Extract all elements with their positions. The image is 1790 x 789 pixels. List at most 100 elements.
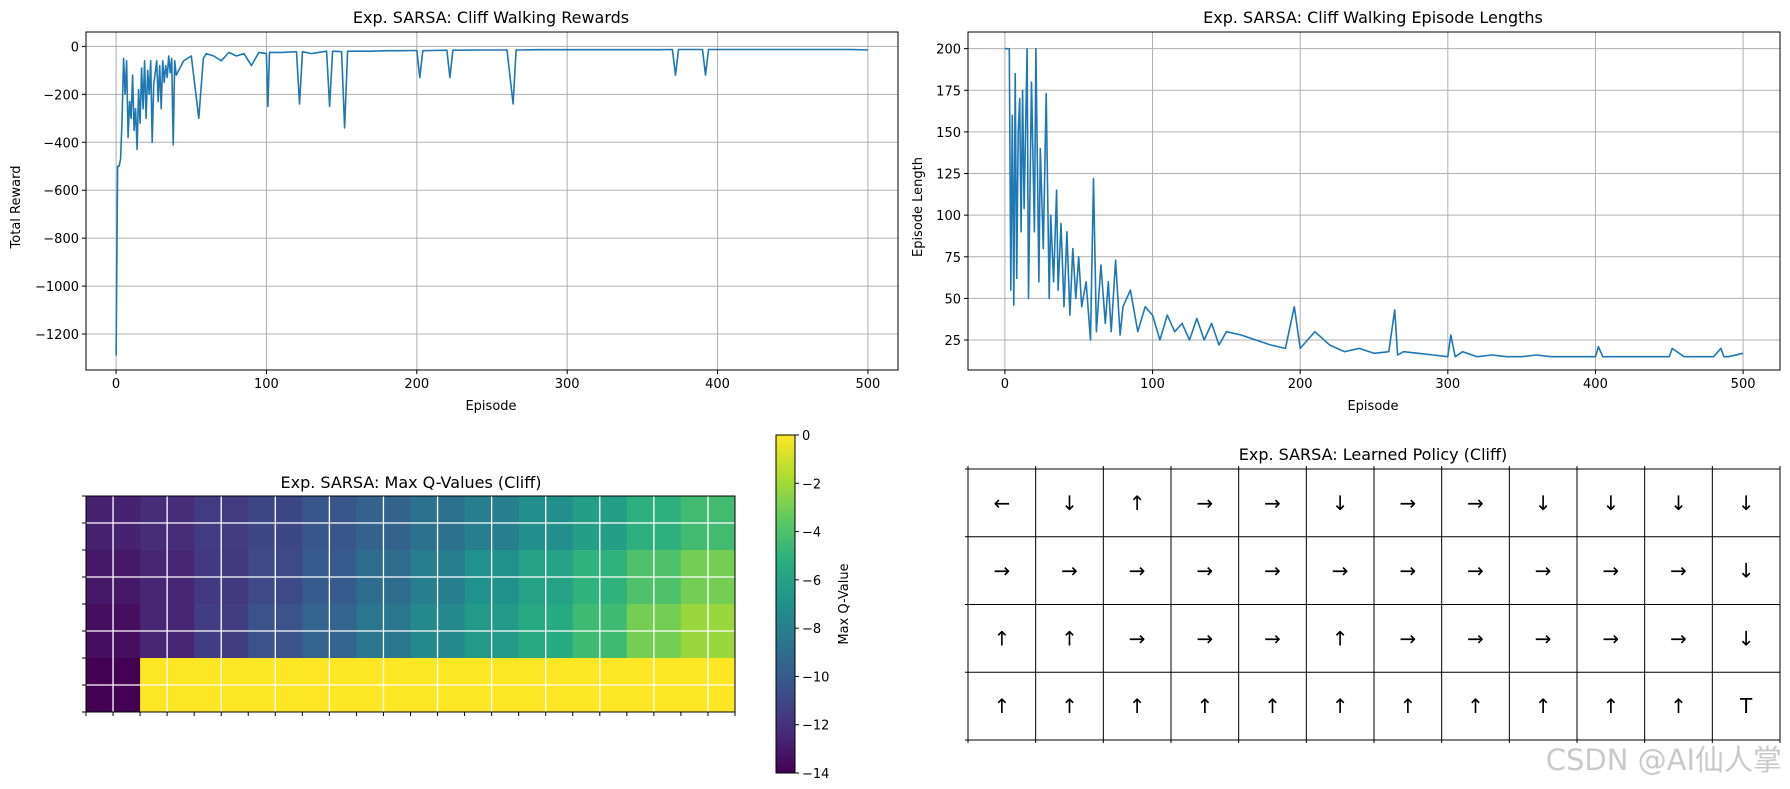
policy-arrow: → (1602, 626, 1619, 650)
lengths-gridlines (968, 32, 1780, 370)
policy-arrow: → (1129, 559, 1146, 583)
policy-arrow: ↑ (1061, 694, 1078, 718)
policy-arrow: ↓ (1602, 491, 1619, 515)
policy-arrow: → (1399, 491, 1416, 515)
lengths-ylabel: Episode Length (911, 157, 926, 257)
colorbar-ticks: 0 −2 −4 −6 −8 −10 −12 −14 (795, 429, 829, 782)
rewards-ticks: 0 100 200 300 400 500 0 −200 −400 −600 −800 −1000 −1… (35, 40, 880, 392)
colorbar-label: Max Q-Value (837, 563, 852, 644)
lengths-title: Exp. SARSA: Cliff Walking Episode Length… (1203, 8, 1543, 27)
rewards-xtick-label: 0 (112, 377, 120, 392)
rewards-xtick-label: 100 (254, 377, 279, 392)
policy-arrow: → (1670, 626, 1687, 650)
lengths-series (1004, 47, 1744, 358)
lengths-line (1004, 47, 1744, 358)
lengths-ytick-label: 200 (936, 43, 961, 58)
policy-arrow: → (1196, 491, 1213, 515)
colorbar-tick-label: −10 (802, 670, 829, 685)
policy-arrow: → (1467, 559, 1484, 583)
policy-arrow: → (1196, 626, 1213, 650)
policy-arrow: → (1399, 559, 1416, 583)
rewards-chart: Exp. SARSA: Cliff Walking Rewards Episod… (9, 8, 899, 414)
policy-arrow: → (1196, 559, 1213, 583)
rewards-ytick-label: −1000 (35, 280, 79, 295)
policy-arrow: → (1264, 559, 1281, 583)
rewards-ytick-label: −400 (43, 136, 79, 151)
policy-arrow: → (1264, 626, 1281, 650)
lengths-ytick-label: 50 (944, 292, 961, 307)
heatmap-title: Exp. SARSA: Max Q-Values (Cliff) (281, 473, 542, 492)
rewards-ytick-label: −800 (43, 232, 79, 247)
policy-arrow: ↑ (1332, 626, 1349, 650)
colorbar-tick-label: −8 (802, 622, 821, 637)
lengths-axes-frame (967, 31, 1781, 371)
lengths-xtick-label: 400 (1583, 377, 1608, 392)
rewards-ylabel: Total Reward (9, 166, 24, 250)
heatmap-cells (86, 496, 736, 713)
policy-arrow: ↑ (1196, 694, 1213, 718)
heatmap-gridlines (86, 496, 735, 712)
rewards-xlabel: Episode (465, 399, 516, 414)
rewards-line (115, 48, 868, 356)
policy-cells: ← ↓ ↑ → → ↓ → → ↓ ↓ ↓ ↓ → → → → → → → → → → → ↓ ↑ ↑ → → → ↑ → → → → → ↓ ↑ ↑ ↑ ↑… (993, 491, 1754, 718)
policy-arrow: → (1535, 559, 1552, 583)
policy-arrow: → (1467, 626, 1484, 650)
colorbar-tick-label: 0 (802, 429, 810, 444)
rewards-ytick-label: −200 (43, 88, 79, 103)
colorbar-tick-label: −4 (802, 526, 821, 541)
policy-arrow: ↓ (1738, 491, 1755, 515)
lengths-ytick-label: 175 (936, 84, 961, 99)
policy-arrow: → (1129, 626, 1146, 650)
heatmap-frame (85, 495, 736, 713)
lengths-xtick-label: 500 (1731, 377, 1756, 392)
policy-arrow: ↓ (1332, 491, 1349, 515)
rewards-ytick-label: −600 (43, 184, 79, 199)
rewards-xtick-label: 300 (555, 377, 580, 392)
lengths-ticks: 0 100 200 300 400 500 25 50 75 100 125 150 175 200 (936, 43, 1755, 392)
policy-gridlines (965, 466, 1781, 743)
policy-arrow: ↑ (1264, 694, 1281, 718)
policy-arrow: ↑ (993, 694, 1010, 718)
lengths-chart: Exp. SARSA: Cliff Walking Episode Length… (911, 8, 1781, 414)
qvalue-heatmap: Exp. SARSA: Max Q-Values (Cliff) 0 −2 −4 −6… (82, 429, 852, 782)
rewards-title: Exp. SARSA: Cliff Walking Rewards (353, 8, 629, 27)
policy-arrow: ↑ (1602, 694, 1619, 718)
policy-arrow: → (1535, 626, 1552, 650)
policy-arrow: ↑ (1467, 694, 1484, 718)
lengths-ytick-label: 100 (936, 209, 961, 224)
policy-arrow: ↑ (1129, 694, 1146, 718)
policy-arrow: → (1399, 626, 1416, 650)
colorbar-tick-label: −12 (802, 719, 829, 734)
lengths-xlabel: Episode (1347, 399, 1398, 414)
policy-arrow: ↑ (1670, 694, 1687, 718)
lengths-ytick-label: 25 (944, 334, 961, 349)
colorbar-tick-label: −14 (802, 767, 829, 782)
colorbar-tick-label: −2 (802, 477, 821, 492)
lengths-xtick-label: 300 (1435, 377, 1460, 392)
rewards-xtick-label: 500 (856, 377, 881, 392)
policy-arrow: ↑ (1535, 694, 1552, 718)
rewards-ytick-label: −1200 (35, 328, 79, 343)
policy-arrow: ↓ (1738, 626, 1755, 650)
policy-arrow: → (1264, 491, 1281, 515)
policy-title: Exp. SARSA: Learned Policy (Cliff) (1239, 445, 1508, 464)
lengths-ytick-label: 150 (936, 126, 961, 141)
colorbar (775, 434, 796, 774)
policy-arrow: ↓ (1061, 491, 1078, 515)
policy-arrow: → (1061, 559, 1078, 583)
policy-arrow: ← (993, 491, 1010, 515)
lengths-ytick-label: 75 (944, 251, 961, 266)
policy-arrow: ↑ (1399, 694, 1416, 718)
rewards-axes-frame (85, 31, 899, 371)
policy-arrow: ↑ (993, 626, 1010, 650)
policy-arrow: → (1670, 559, 1687, 583)
rewards-ytick-label: 0 (71, 40, 79, 55)
rewards-series (115, 48, 868, 356)
policy-arrow: ↑ (1129, 491, 1146, 515)
policy-arrow: ↓ (1535, 491, 1552, 515)
policy-table: Exp. SARSA: Learned Policy (Cliff) ← ↓ ↑ → →… (965, 445, 1781, 743)
colorbar-tick-label: −6 (802, 574, 821, 589)
heatmap-ticks (82, 495, 736, 716)
watermark: CSDN @AI仙人掌 (1546, 743, 1782, 777)
